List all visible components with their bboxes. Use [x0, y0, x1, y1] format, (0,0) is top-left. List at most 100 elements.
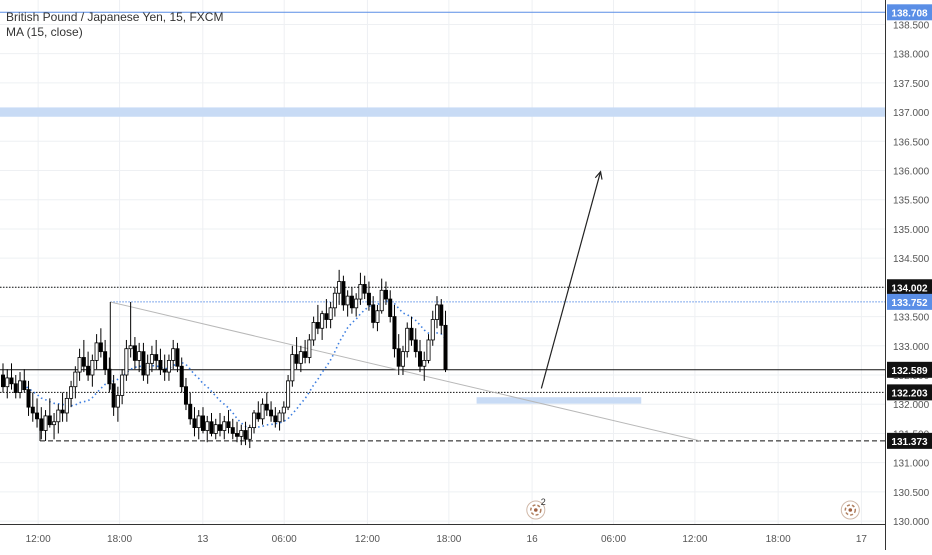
candle-body	[120, 374, 125, 396]
candle-body	[205, 421, 210, 431]
y-tick-label: 137.500	[893, 79, 930, 90]
candle-body	[77, 357, 82, 373]
candle-body	[90, 360, 95, 376]
candle-body	[383, 289, 388, 300]
candle-body	[239, 430, 244, 437]
candle-body	[5, 377, 10, 388]
candle-body	[179, 365, 184, 388]
candle-body	[103, 351, 108, 370]
candle-body	[345, 295, 350, 306]
horizontal-lines	[0, 11, 885, 442]
symbol-title[interactable]: British Pound / Japanese Yen, 15, FXCM	[6, 10, 224, 24]
candle-body	[252, 412, 257, 428]
y-tick-label: 135.500	[893, 196, 930, 207]
candle-body	[9, 377, 14, 385]
price-label-bg	[887, 384, 932, 401]
x-tick-label: 17	[856, 534, 868, 545]
candle-body	[52, 421, 57, 426]
candle-body	[413, 339, 418, 353]
x-tick-label: 06:00	[272, 534, 297, 545]
candle-body	[400, 351, 405, 367]
candle-body	[422, 360, 427, 367]
zones	[0, 107, 885, 404]
event-markers[interactable]: 2	[526, 497, 860, 520]
marker-dot	[848, 508, 853, 512]
zone	[476, 397, 642, 404]
event-marker-icon[interactable]: 2	[526, 497, 546, 520]
event-marker-icon[interactable]	[840, 500, 860, 520]
candle-body	[294, 354, 299, 364]
candle-body	[235, 433, 240, 437]
candle-body	[354, 298, 359, 309]
price-label: 132.589	[891, 366, 928, 377]
x-tick-label: 06:00	[601, 534, 626, 545]
candle-body	[426, 339, 431, 361]
y-tick-label: 137.000	[893, 108, 930, 119]
x-tick-label: 12:00	[682, 534, 707, 545]
candle-body	[18, 380, 23, 393]
price-label-bg	[887, 361, 932, 378]
candle-body	[392, 316, 397, 350]
price-label: 132.203	[891, 388, 928, 399]
candle-body	[124, 348, 129, 376]
price-label: 134.002	[891, 283, 928, 294]
candle-body	[222, 421, 227, 431]
chart-legend: British Pound / Japanese Yen, 15, FXCM M…	[6, 10, 223, 40]
candle-body	[35, 412, 40, 420]
candle-body	[166, 360, 171, 373]
candle-body	[141, 351, 146, 376]
ma-line	[2, 299, 447, 429]
candle-body	[247, 427, 252, 440]
candle-body	[175, 348, 180, 367]
moving-average	[2, 299, 447, 429]
candle-body	[86, 365, 91, 376]
candle-body	[56, 409, 61, 423]
candle-body	[107, 368, 112, 385]
candle-body	[366, 292, 371, 306]
indicator-label[interactable]: MA (15, close)	[6, 25, 83, 39]
candle-body	[94, 342, 99, 361]
candle-body	[379, 289, 384, 312]
arrow-head	[594, 170, 603, 180]
candle-body	[60, 409, 65, 414]
candle-body	[115, 395, 120, 408]
candle-body	[158, 360, 163, 370]
candle-body	[332, 292, 337, 309]
y-tick-label: 133.000	[893, 342, 930, 353]
candle-body	[13, 383, 18, 393]
candle-body	[43, 415, 48, 431]
candle-body	[154, 354, 159, 361]
candle-body	[64, 397, 69, 414]
candle-body	[81, 357, 86, 367]
candle-body	[311, 322, 316, 341]
candle-body	[243, 430, 248, 440]
candle-body	[362, 284, 367, 294]
candle-body	[200, 415, 205, 431]
candle-body	[358, 284, 363, 300]
x-tick-label: 18:00	[766, 534, 791, 545]
candle-body	[349, 295, 354, 309]
y-tick-label: 131.000	[893, 459, 930, 470]
price-label-bg	[887, 293, 932, 310]
price-labels: 138.708 134.002 133.752 132.589 132.203 131.3…	[887, 4, 932, 449]
candle-body	[26, 389, 31, 408]
candle-body	[417, 351, 422, 367]
y-tick-label: 133.500	[893, 313, 930, 324]
y-tick-label: 130.000	[893, 517, 930, 528]
price-label-bg	[887, 432, 932, 449]
price-label: 131.373	[891, 437, 928, 448]
candle-body	[0, 374, 6, 388]
candle-body	[137, 351, 142, 361]
y-tick-label: 138.000	[893, 50, 930, 61]
candle-body	[196, 415, 201, 428]
price-label-bg	[887, 4, 932, 21]
candle-body	[341, 281, 346, 306]
candle-body	[132, 345, 137, 361]
candle-body	[371, 304, 376, 323]
candle-body	[171, 348, 176, 361]
candle-body	[213, 424, 218, 434]
candle-body	[218, 424, 223, 431]
